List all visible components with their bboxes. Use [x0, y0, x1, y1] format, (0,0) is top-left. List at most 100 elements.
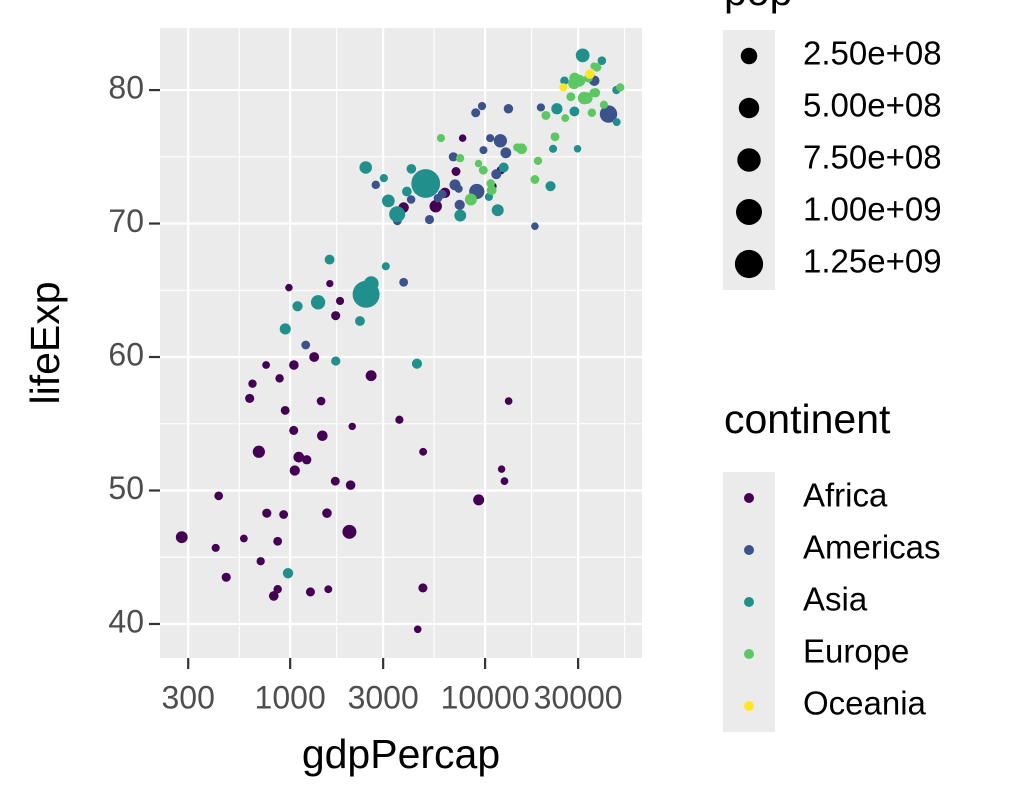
point: [491, 204, 504, 217]
point: [448, 152, 458, 162]
point: [573, 145, 582, 153]
point: [491, 169, 502, 180]
point: [536, 103, 545, 112]
point: [262, 361, 271, 369]
point: [477, 101, 487, 111]
point: [268, 591, 279, 601]
point: [533, 156, 543, 166]
point: [550, 132, 560, 142]
point: [530, 175, 540, 184]
point: [406, 195, 416, 204]
size-legend-key: [734, 249, 764, 279]
point: [429, 200, 442, 213]
points: [175, 48, 625, 634]
y-tick-label: 50: [108, 470, 144, 506]
point: [406, 163, 417, 174]
point: [326, 279, 334, 288]
point: [500, 477, 509, 486]
point: [214, 491, 224, 501]
point: [305, 587, 315, 597]
point: [273, 536, 283, 546]
point: [289, 360, 299, 370]
point: [541, 110, 551, 120]
point: [612, 118, 621, 127]
point: [503, 104, 514, 114]
point: [245, 393, 255, 403]
axes: 40 50 60 70 80 300 1000 3000 10000 30000: [108, 70, 622, 716]
x-tick-label: 30000: [534, 679, 623, 715]
point: [282, 568, 294, 579]
point: [599, 100, 608, 109]
x-tick-label: 10000: [441, 679, 530, 715]
x-tick-label: 300: [162, 679, 215, 715]
point: [454, 199, 465, 210]
point: [464, 193, 477, 206]
point: [569, 106, 580, 117]
point: [175, 531, 188, 544]
point: [486, 134, 495, 143]
point: [419, 447, 428, 456]
point: [273, 585, 282, 594]
size-legend-key: [736, 199, 762, 225]
y-tick-label: 60: [108, 336, 144, 372]
point: [451, 167, 461, 176]
point: [471, 108, 481, 118]
point: [473, 494, 485, 506]
point: [413, 185, 423, 195]
point: [545, 181, 556, 192]
point: [479, 146, 488, 155]
point: [301, 340, 311, 350]
legend-label: Africa: [803, 477, 888, 514]
size-legend-label: 7.50e+08: [803, 139, 942, 176]
legend-swatch: [744, 649, 754, 659]
size-legend-key: [738, 97, 760, 119]
size-legend-label: 1.00e+09: [803, 191, 942, 228]
point: [379, 174, 388, 183]
point: [252, 445, 265, 458]
size-legend-key: [737, 148, 761, 172]
legend-swatch: [744, 493, 754, 503]
point: [486, 185, 497, 196]
point: [322, 508, 332, 518]
point: [275, 374, 284, 383]
panel: [160, 28, 642, 658]
point: [279, 510, 289, 519]
point: [262, 508, 272, 518]
point: [575, 48, 590, 63]
size-legend-label: 5.00e+08: [803, 87, 942, 124]
point: [549, 144, 558, 153]
point: [458, 134, 467, 142]
point: [381, 194, 395, 208]
point: [493, 134, 508, 148]
point: [279, 323, 291, 335]
point: [531, 222, 539, 231]
point: [289, 425, 299, 435]
point: [395, 415, 404, 424]
point: [516, 143, 527, 155]
point: [500, 147, 512, 159]
point: [316, 396, 326, 406]
point: [424, 214, 435, 225]
legend-label: Americas: [803, 529, 941, 566]
point: [302, 455, 312, 465]
point: [569, 72, 581, 84]
point: [498, 162, 509, 173]
point: [342, 524, 357, 539]
point: [211, 543, 220, 552]
legend-label: Oceania: [803, 685, 927, 722]
legend-swatch: [744, 701, 754, 711]
color-legend-title: continent: [724, 396, 891, 442]
point: [616, 83, 625, 92]
legend-label: Asia: [803, 581, 868, 618]
point: [248, 379, 257, 388]
size-legend-label: 2.50e+08: [803, 35, 942, 72]
point: [289, 465, 300, 476]
point: [559, 83, 568, 92]
y-tick-label: 80: [108, 70, 144, 106]
legend-label: Europe: [803, 633, 909, 670]
point: [418, 583, 428, 593]
x-axis-label: gdpPercap: [302, 731, 500, 777]
point: [597, 56, 607, 65]
point: [587, 108, 597, 117]
